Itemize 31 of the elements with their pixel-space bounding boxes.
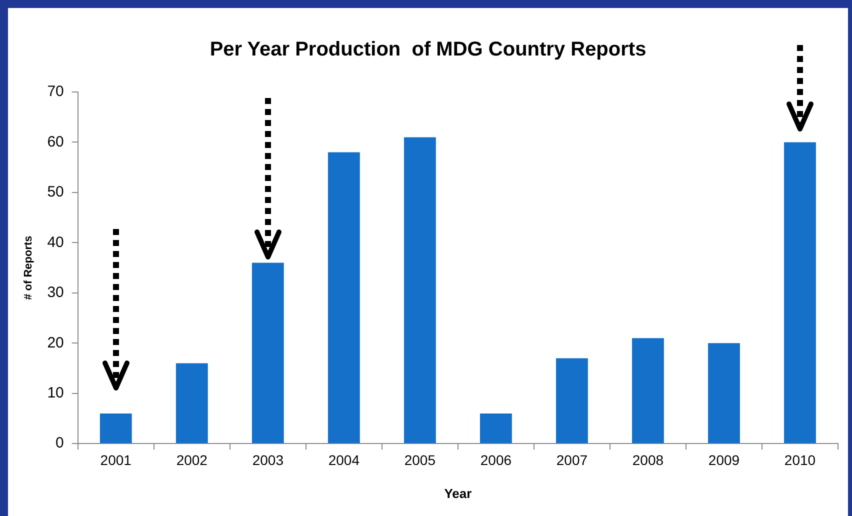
y-tick-label: 10 [47, 384, 64, 402]
y-axis-title: # of Reports [22, 236, 35, 300]
bar [176, 363, 208, 444]
y-tick-label: 40 [47, 234, 64, 251]
bar [252, 262, 284, 444]
x-axis-title: Year [444, 486, 472, 501]
y-tick-label: 0 [56, 434, 64, 452]
bar [100, 413, 132, 444]
x-tick-label: 2001 [100, 452, 132, 468]
y-tick-label: 60 [47, 133, 64, 150]
bar [784, 142, 816, 444]
bar [556, 358, 588, 444]
y-tick-label: 30 [47, 284, 64, 302]
y-tick-label: 70 [47, 83, 64, 100]
bar [480, 413, 512, 444]
y-tick-label: 20 [47, 334, 64, 352]
x-tick-label: 2005 [404, 452, 436, 468]
bar [632, 338, 664, 444]
x-tick-label: 2009 [708, 452, 740, 468]
bar [328, 152, 360, 444]
bar [404, 137, 436, 444]
y-tick-label: 50 [47, 184, 64, 201]
x-tick-label: 2006 [480, 452, 512, 468]
chart-title: Per Year Production of MDG Country Reports [210, 38, 646, 61]
x-tick-label: 2008 [632, 452, 664, 468]
x-tick-label: 2002 [176, 452, 208, 468]
x-tick-label: 2003 [252, 452, 284, 468]
x-tick-label: 2007 [556, 452, 588, 468]
x-tick-label: 2004 [328, 452, 360, 468]
x-tick-label: 2010 [784, 452, 816, 468]
bar [708, 343, 740, 444]
